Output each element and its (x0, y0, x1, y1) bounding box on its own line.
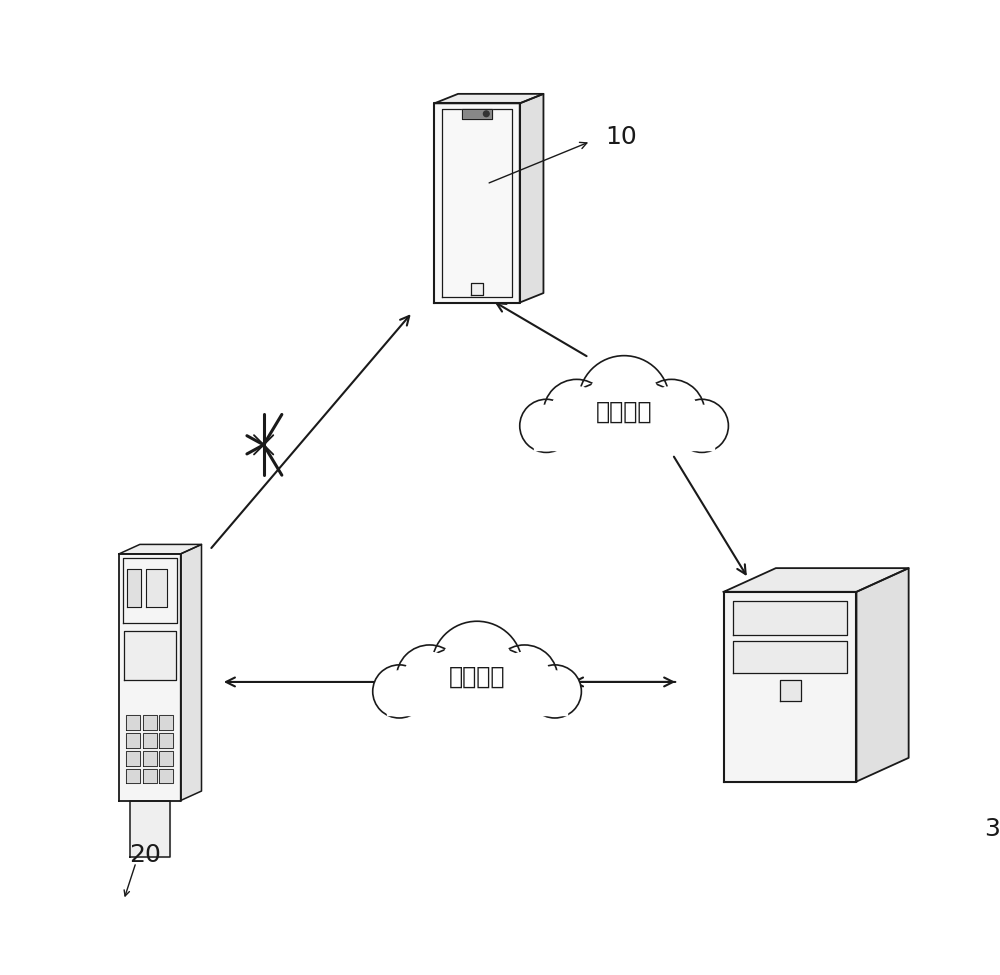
Circle shape (441, 631, 513, 703)
Circle shape (675, 400, 728, 452)
Circle shape (567, 383, 634, 449)
Polygon shape (126, 715, 140, 730)
Polygon shape (146, 569, 167, 607)
Circle shape (403, 651, 456, 705)
Polygon shape (159, 751, 173, 765)
Circle shape (588, 365, 660, 438)
Polygon shape (126, 768, 140, 784)
Polygon shape (733, 602, 847, 636)
Polygon shape (181, 544, 201, 800)
Polygon shape (434, 94, 543, 103)
Circle shape (615, 383, 681, 449)
Circle shape (579, 356, 670, 447)
Text: 无线网络: 无线网络 (596, 400, 652, 423)
Circle shape (498, 651, 551, 705)
Polygon shape (471, 283, 483, 295)
Polygon shape (159, 733, 173, 748)
Polygon shape (119, 544, 201, 554)
Circle shape (491, 644, 558, 712)
Circle shape (543, 379, 610, 446)
Circle shape (638, 379, 705, 446)
Polygon shape (126, 751, 140, 765)
Polygon shape (724, 568, 909, 592)
Polygon shape (143, 715, 157, 730)
Polygon shape (387, 703, 567, 715)
Polygon shape (143, 751, 157, 765)
Polygon shape (434, 103, 520, 302)
Circle shape (681, 405, 723, 448)
Circle shape (378, 670, 421, 713)
Polygon shape (534, 437, 714, 449)
Circle shape (621, 390, 674, 443)
Circle shape (468, 648, 534, 715)
Polygon shape (780, 680, 801, 701)
Circle shape (528, 665, 581, 718)
Polygon shape (143, 733, 157, 748)
Circle shape (534, 670, 576, 713)
Polygon shape (124, 631, 176, 680)
Text: 无线网络: 无线网络 (449, 665, 505, 689)
Polygon shape (127, 569, 141, 607)
Circle shape (550, 386, 603, 439)
Polygon shape (520, 94, 543, 302)
Circle shape (645, 386, 698, 439)
Polygon shape (143, 768, 157, 784)
Polygon shape (130, 800, 170, 857)
Circle shape (525, 405, 568, 448)
Polygon shape (159, 715, 173, 730)
Circle shape (520, 400, 573, 452)
Circle shape (427, 655, 480, 709)
Circle shape (432, 621, 523, 713)
Polygon shape (856, 568, 909, 782)
Polygon shape (159, 768, 173, 784)
Circle shape (373, 665, 426, 718)
Polygon shape (126, 733, 140, 748)
Circle shape (420, 648, 487, 715)
Circle shape (396, 644, 463, 712)
Text: 30: 30 (985, 817, 1000, 841)
Polygon shape (119, 554, 181, 800)
Polygon shape (462, 109, 492, 119)
Circle shape (574, 390, 627, 443)
Text: 20: 20 (129, 843, 161, 867)
Polygon shape (724, 592, 856, 782)
Circle shape (474, 655, 527, 709)
Polygon shape (733, 642, 847, 674)
Circle shape (483, 111, 489, 117)
Text: 10: 10 (605, 125, 637, 148)
